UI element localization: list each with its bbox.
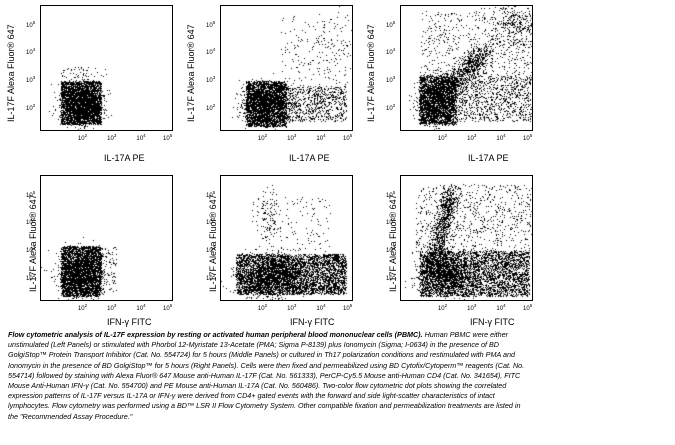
- tick-label: 103: [287, 303, 297, 312]
- caption-title: Flow cytometric analysis of IL-17F expre…: [8, 330, 423, 339]
- tick-label: 104: [26, 47, 36, 57]
- dot-plot-r1c1: [40, 5, 173, 131]
- dot-plot-r2c2: [220, 175, 353, 301]
- x-axis-label: IFN-γ FITC: [107, 317, 152, 327]
- x-axis-label: IL-17A PE: [289, 153, 330, 163]
- tick-label: 104: [206, 47, 216, 57]
- tick-label: 103: [206, 245, 216, 255]
- tick-label: 105: [163, 303, 173, 312]
- tick-label: 103: [467, 303, 477, 312]
- tick-label: 104: [386, 47, 396, 57]
- tick-label: 102: [26, 272, 36, 282]
- tick-label: 103: [107, 303, 117, 312]
- x-axis-label: IFN-γ FITC: [290, 317, 335, 327]
- tick-label: 103: [26, 245, 36, 255]
- tick-label: 102: [437, 133, 448, 142]
- tick-label: 104: [496, 303, 506, 312]
- dot-plot-r2c1: [40, 175, 173, 301]
- tick-label: 105: [26, 19, 36, 29]
- tick-label: 104: [316, 133, 326, 142]
- dot-plot-canvas: [401, 6, 532, 130]
- x-axis-label: IL-17A PE: [468, 153, 509, 163]
- tick-label: 102: [77, 133, 88, 142]
- tick-label: 105: [523, 303, 533, 312]
- dot-plot-r1c3: [400, 5, 533, 131]
- y-axis-label: IL-17F Alexa Fluor® 647: [6, 24, 16, 122]
- tick-label: 104: [26, 217, 36, 227]
- tick-label: 102: [257, 133, 268, 142]
- tick-label: 105: [386, 19, 396, 29]
- tick-label: 105: [386, 189, 396, 199]
- tick-label: 105: [523, 133, 533, 142]
- tick-label: 102: [386, 272, 396, 282]
- tick-label: 102: [257, 303, 268, 312]
- tick-label: 103: [467, 133, 477, 142]
- tick-label: 104: [206, 217, 216, 227]
- tick-label: 102: [206, 272, 216, 282]
- tick-label: 105: [343, 303, 353, 312]
- tick-label: 105: [206, 19, 216, 29]
- tick-label: 105: [26, 189, 36, 199]
- dot-plot-canvas: [221, 6, 352, 130]
- x-axis-label: IFN-γ FITC: [470, 317, 515, 327]
- caption-body: Human PBMC were either unstimulated (Lef…: [8, 330, 525, 421]
- dot-plot-canvas: [41, 176, 172, 300]
- tick-label: 104: [136, 133, 146, 142]
- tick-label: 103: [107, 133, 117, 142]
- tick-label: 102: [437, 303, 448, 312]
- figure-caption: Flow cytometric analysis of IL-17F expre…: [8, 330, 528, 422]
- y-axis-label: IL-17F Alexa Fluor® 647: [366, 24, 376, 122]
- tick-label: 104: [316, 303, 326, 312]
- tick-label: 104: [496, 133, 506, 142]
- dot-plot-canvas: [221, 176, 352, 300]
- tick-label: 102: [206, 102, 216, 112]
- tick-label: 102: [386, 102, 396, 112]
- tick-label: 103: [386, 75, 396, 85]
- dot-plot-r2c3: [400, 175, 533, 301]
- tick-label: 103: [386, 245, 396, 255]
- tick-label: 105: [206, 189, 216, 199]
- x-axis-label: IL-17A PE: [104, 153, 145, 163]
- tick-label: 105: [343, 133, 353, 142]
- tick-label: 104: [386, 217, 396, 227]
- dot-plot-r1c2: [220, 5, 353, 131]
- dot-plot-canvas: [41, 6, 172, 130]
- tick-label: 102: [77, 303, 88, 312]
- tick-label: 103: [206, 75, 216, 85]
- tick-label: 103: [26, 75, 36, 85]
- tick-label: 102: [26, 102, 36, 112]
- dot-plot-canvas: [401, 176, 532, 300]
- tick-label: 105: [163, 133, 173, 142]
- tick-label: 103: [287, 133, 297, 142]
- y-axis-label: IL-17F Alexa Fluor® 647: [186, 24, 196, 122]
- tick-label: 104: [136, 303, 146, 312]
